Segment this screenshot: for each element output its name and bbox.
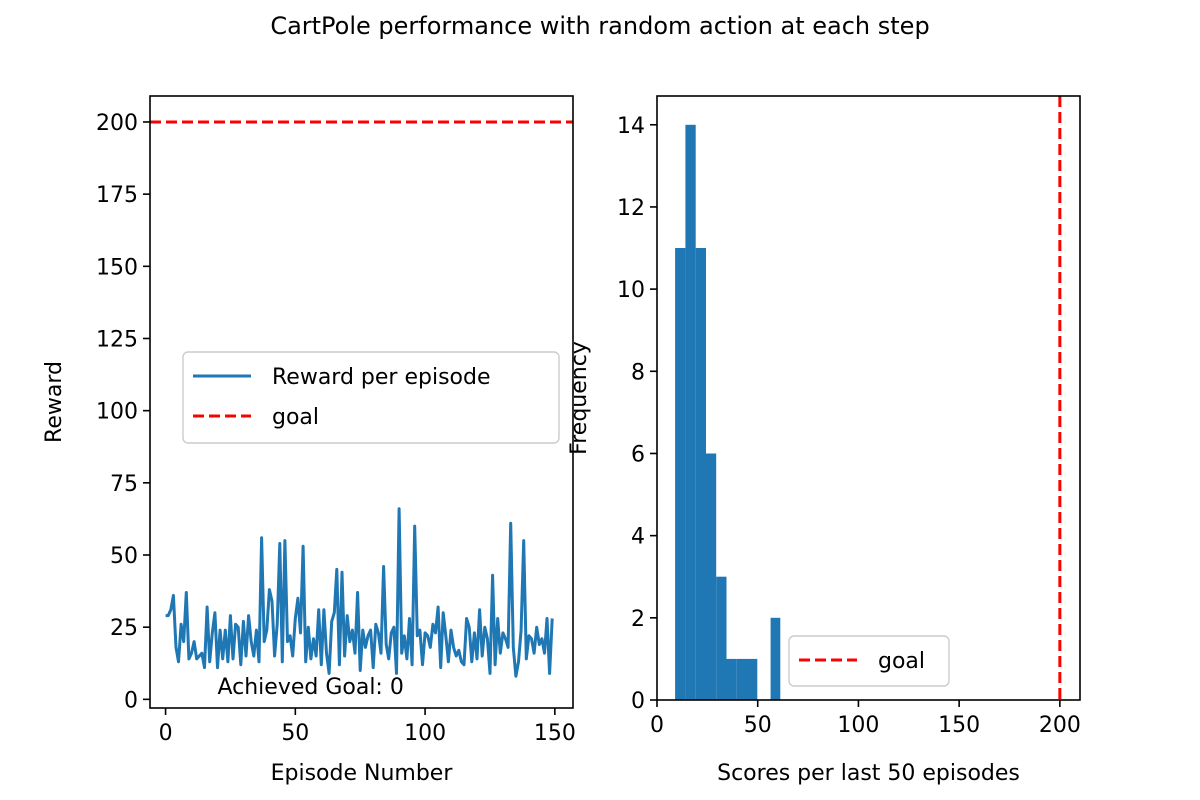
y-tick-label: 175 <box>96 183 138 208</box>
x-tick-label: 150 <box>534 721 576 746</box>
legend-label-reward: Reward per episode <box>272 365 491 390</box>
legend-label-goal: goal <box>272 405 319 430</box>
y-tick-label: 150 <box>96 255 138 280</box>
histogram-bar <box>685 124 696 701</box>
y-tick-label: 14 <box>617 114 645 139</box>
x-tick-label: 0 <box>159 721 173 746</box>
left-plot-frame <box>149 95 574 709</box>
x-tick-label: 50 <box>281 721 309 746</box>
x-tick-label: 0 <box>650 713 664 738</box>
y-axis-label: Reward <box>42 361 67 443</box>
y-tick-label: 75 <box>110 472 138 497</box>
y-tick-label: 6 <box>631 442 645 467</box>
y-tick-label: 12 <box>617 196 645 221</box>
x-axis-label: Scores per last 50 episodes <box>717 761 1020 786</box>
right-chart <box>650 95 1081 707</box>
y-tick-label: 2 <box>631 607 645 632</box>
histogram-bar <box>770 617 781 700</box>
legend-label-goal: goal <box>878 649 925 674</box>
histogram-bar <box>736 658 748 700</box>
x-tick-label: 100 <box>837 713 879 738</box>
y-tick-label: 10 <box>617 278 645 303</box>
y-tick-label: 0 <box>124 688 138 713</box>
y-tick-label: 100 <box>96 400 138 425</box>
legend-box <box>182 351 560 444</box>
y-tick-label: 200 <box>96 111 138 136</box>
figure-title: CartPole performance with random action … <box>270 12 930 40</box>
histogram-bar <box>705 453 717 700</box>
histogram-bar <box>726 658 737 700</box>
legend <box>182 351 560 444</box>
histogram-bar <box>695 248 706 700</box>
histogram-bar <box>747 658 758 700</box>
x-tick-label: 150 <box>938 713 980 738</box>
y-tick-label: 125 <box>96 327 138 352</box>
y-tick-label: 25 <box>110 616 138 641</box>
x-axis-label: Episode Number <box>271 761 454 786</box>
legend <box>788 635 950 687</box>
y-tick-label: 4 <box>631 525 645 550</box>
y-tick-label: 8 <box>631 360 645 385</box>
histogram-bar <box>675 248 686 700</box>
y-axis-label: Frequency <box>567 341 592 455</box>
reward-line <box>165 507 554 678</box>
legend-box <box>788 635 950 687</box>
x-tick-label: 200 <box>1039 713 1081 738</box>
achieved-goal-annotation: Achieved Goal: 0 <box>217 675 403 700</box>
y-tick-label: 0 <box>631 689 645 714</box>
left-chart <box>143 95 574 715</box>
x-tick-label: 50 <box>744 713 772 738</box>
histogram-bar <box>716 576 727 700</box>
right-plot-frame <box>656 95 1081 701</box>
x-tick-label: 100 <box>404 721 446 746</box>
y-tick-label: 50 <box>110 544 138 569</box>
